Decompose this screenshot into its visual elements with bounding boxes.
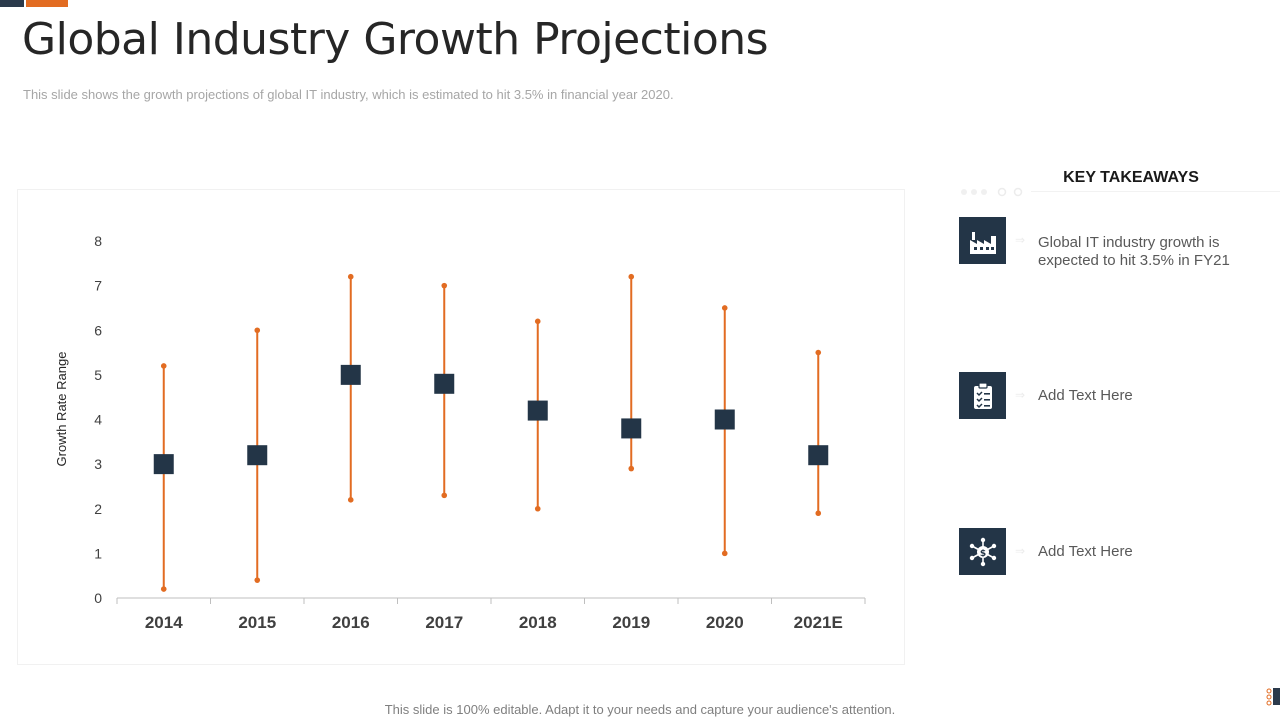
range-high-point (160, 363, 167, 369)
chart-marks (153, 273, 829, 592)
value-marker (621, 418, 642, 439)
corner-dots (1266, 688, 1272, 706)
range-low-point (721, 550, 728, 557)
range-high-point (721, 305, 728, 311)
x-tick-label: 2014 (145, 613, 183, 632)
x-tick-label: 2020 (706, 613, 744, 632)
range-high-point (534, 318, 541, 325)
value-marker (714, 409, 735, 430)
slide-footer: This slide is 100% editable. Adapt it to… (384, 702, 896, 717)
x-tick-label: 2019 (612, 613, 650, 632)
slide-subtitle: This slide shows the growth projections … (23, 87, 674, 102)
corner-accent-bar (1273, 688, 1280, 705)
value-marker (434, 373, 455, 394)
slide-title: Global Industry Growth Projections (22, 14, 769, 65)
x-tick-label: 2017 (425, 613, 463, 632)
takeaway-item-2: ⇒ Add Text Here (959, 372, 1279, 420)
x-tick-label: 2018 (519, 613, 557, 632)
y-tick-label: 3 (94, 456, 102, 472)
arrow-icon: ⇒ (1015, 233, 1026, 247)
svg-text:$: $ (979, 549, 985, 559)
range-low-point (441, 492, 448, 499)
arrow-icon: ⇒ (1015, 544, 1026, 558)
chart-container: 0 1 2 3 4 5 6 7 8 Growth Rate Range 2014 2015 2016… (17, 189, 905, 665)
range-high-point (254, 327, 261, 334)
y-axis-ticks: 0 1 2 3 4 5 6 7 8 (94, 233, 102, 606)
value-marker (340, 364, 361, 385)
y-tick-label: 6 (94, 322, 102, 338)
range-low-point (815, 510, 822, 517)
range-high-point (441, 282, 448, 289)
arrow-icon: ⇒ (1015, 388, 1026, 402)
y-tick-label: 1 (94, 545, 102, 561)
range-high-point (347, 273, 354, 280)
top-accent-bar-orange (26, 0, 68, 7)
value-marker (808, 445, 829, 466)
value-marker (527, 400, 548, 421)
range-high-point (815, 349, 822, 356)
range-low-point (347, 497, 354, 503)
factory-icon (959, 217, 1006, 264)
x-tick-label: 2016 (332, 613, 370, 632)
y-tick-label: 5 (94, 367, 102, 383)
y-tick-label: 4 (94, 412, 102, 428)
range-low-point (160, 586, 167, 592)
top-accent-bar-dark (0, 0, 24, 7)
range-high-point (628, 273, 635, 280)
y-tick-label: 2 (94, 501, 102, 517)
takeaway-text-3: Add Text Here (1038, 543, 1133, 560)
clipboard-checklist-icon (959, 372, 1006, 419)
takeaway-text-2: Add Text Here (1038, 387, 1133, 404)
y-tick-label: 7 (94, 278, 102, 294)
y-tick-label: 8 (94, 233, 102, 249)
network-dollar-icon: $ (959, 528, 1006, 575)
range-low-point (628, 465, 635, 472)
x-tick-label: 2021E (794, 613, 843, 632)
range-low-point (254, 577, 261, 583)
x-tick-label: 2015 (238, 613, 276, 632)
x-axis-ticks: 2014 2015 2016 2017 2018 2019 2020 2021E (116, 598, 866, 632)
y-axis-label: Growth Rate Range (54, 352, 69, 467)
takeaway-text-1: Global IT industry growth is expected to… (1038, 234, 1230, 269)
value-marker (153, 454, 174, 475)
takeaway-item-1: ⇒ Global IT industry growth is expected … (959, 217, 1279, 269)
growth-chart: 0 1 2 3 4 5 6 7 8 Growth Rate Range 2014 2015 2016… (54, 233, 866, 632)
divider-line (1031, 191, 1280, 192)
key-takeaways-title: KEY TAKEAWAYS (1063, 169, 1199, 186)
decorative-dots (961, 187, 1023, 197)
takeaway-item-3: $ ⇒ Add Text Here (959, 528, 1279, 576)
range-low-point (534, 505, 541, 512)
y-tick-label: 0 (94, 590, 102, 606)
value-marker (247, 445, 268, 466)
